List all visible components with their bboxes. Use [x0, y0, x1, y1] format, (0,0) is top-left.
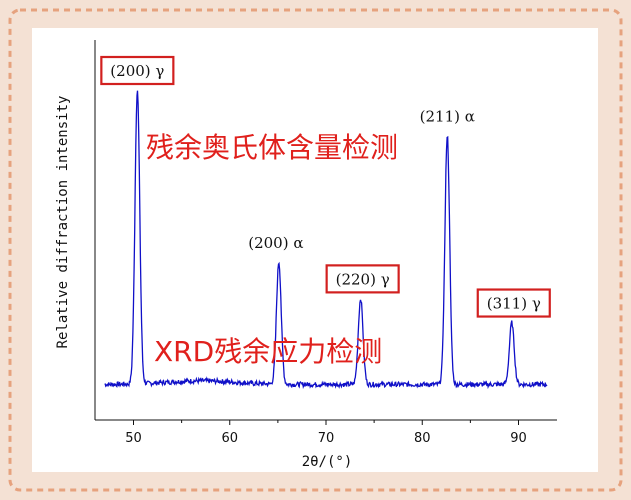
x-tick-label: 80 — [414, 431, 431, 446]
peak-label-2: (220) γ — [325, 264, 400, 294]
peak-label-text: (200) α — [248, 234, 303, 252]
peak-label-text: (220) γ — [336, 270, 390, 288]
x-tick-label: 50 — [125, 431, 142, 446]
x-tick-label: 90 — [510, 431, 527, 446]
peak-label-text: (200) γ — [110, 62, 164, 80]
y-axis-label: Relative diffraction intensity — [55, 96, 71, 349]
peak-highlight-box — [325, 264, 400, 294]
annotation-residual-stress: XRD残余应力检测 — [154, 335, 382, 368]
x-axis-label: 2θ/(°) — [302, 454, 353, 470]
peak-label-3: (211) α — [420, 107, 475, 125]
peak-labels: (200) γ (200) α (220) γ (211) α (311) γ — [100, 55, 551, 318]
x-tick-label: 70 — [318, 431, 335, 446]
peak-label-text: (311) γ — [487, 295, 541, 313]
x-tick-label: 60 — [221, 431, 238, 446]
peak-highlight-box — [476, 288, 551, 318]
peak-highlight-box — [100, 55, 175, 86]
annotation-retained-austenite: 残余奥氏体含量检测 — [146, 131, 398, 164]
x-ticks: 50 60 70 80 90 — [125, 420, 527, 446]
xrd-series-line — [104, 90, 548, 390]
peak-label-1: (200) α — [248, 234, 303, 252]
peak-label-0: (200) γ — [100, 55, 175, 86]
peak-label-text: (211) α — [420, 107, 475, 125]
peak-label-4: (311) γ — [476, 288, 551, 318]
